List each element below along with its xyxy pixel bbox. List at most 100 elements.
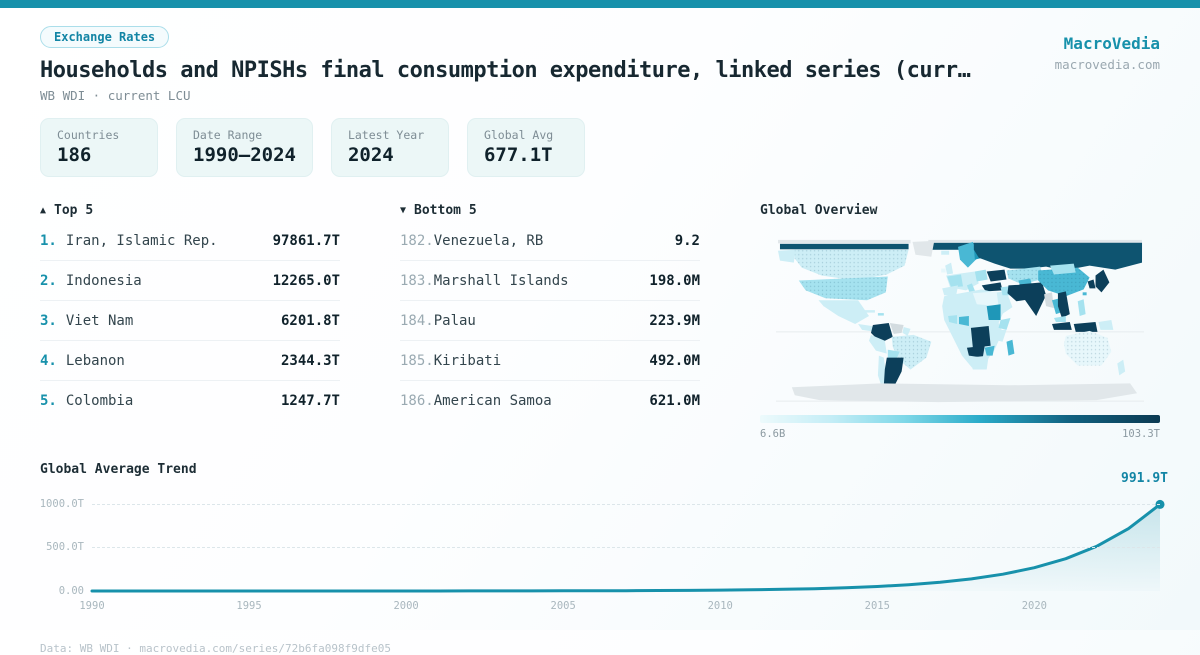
country-value: 2344.3T xyxy=(280,352,340,369)
country-name: Kiribati xyxy=(433,352,502,369)
trend-plot-area: 991.9T xyxy=(92,471,1168,591)
y-tick-label: 1000.0T xyxy=(39,497,84,510)
stat-value: 1990—2024 xyxy=(193,144,296,166)
top5-title: Top 5 xyxy=(54,203,94,218)
category-badge[interactable]: Exchange Rates xyxy=(40,26,170,48)
gridline xyxy=(92,503,1160,505)
page-subtitle: WB WDI · current LCU xyxy=(40,88,191,103)
country-name: Viet Nam xyxy=(65,312,134,329)
stat-card-global-avg: Global Avg 677.1T xyxy=(466,118,585,177)
triangle-down-icon: ▼ xyxy=(400,205,407,216)
top5-header: ▲ Top 5 xyxy=(40,203,340,218)
table-row: 5. Colombia 1247.7T xyxy=(40,381,340,421)
stat-label: Global Avg xyxy=(483,128,554,142)
table-row: 182. Venezuela, RB 9.2 xyxy=(400,221,700,261)
rank-number: 185. xyxy=(400,352,434,369)
rank-number: 5. xyxy=(40,393,57,409)
country-value: 1247.7T xyxy=(280,393,340,409)
y-tick-label: 0.00 xyxy=(58,585,84,597)
country-value: 198.0M xyxy=(649,272,700,289)
table-row: 186. American Samoa 621.0M xyxy=(400,381,700,421)
country-name: Indonesia xyxy=(65,272,142,289)
brand-block: MacroVedia macrovedia.com xyxy=(1055,26,1160,72)
country-value: 12265.0T xyxy=(272,272,340,289)
x-tick-label: 2010 xyxy=(707,600,733,612)
country-value: 492.0M xyxy=(649,352,700,369)
country-value: 6201.8T xyxy=(280,312,340,329)
country-value: 97861.7T xyxy=(272,232,340,249)
bottom5-title: Bottom 5 xyxy=(414,203,477,218)
table-row: 4. Lebanon 2344.3T xyxy=(40,341,340,381)
trend-line xyxy=(92,504,1160,591)
global-overview-panel: Global Overview xyxy=(760,203,1160,440)
stat-label: Date Range xyxy=(193,128,263,142)
country-name: American Samoa xyxy=(433,393,552,409)
x-tick-label: 2000 xyxy=(393,600,419,612)
country-value: 9.2 xyxy=(674,232,700,249)
top-accent-bar xyxy=(0,0,1200,8)
rank-number: 186. xyxy=(400,393,434,409)
x-axis-labels: 1990 1995 2000 2005 2010 2015 2020 xyxy=(79,600,1160,615)
stat-label: Latest Year xyxy=(347,128,425,142)
y-axis-labels: 0.00 500.0T 1000.0T xyxy=(39,491,92,597)
gridline xyxy=(92,547,1160,549)
legend-min: 6.6B xyxy=(760,428,786,440)
stat-value: 677.1T xyxy=(483,144,553,166)
trend-title: Global Average Trend xyxy=(40,462,197,477)
table-row: 183. Marshall Islands 198.0M xyxy=(400,261,700,301)
trend-panel: Global Average Trend 0.00 500.0T 1000.0T 9… xyxy=(39,462,1168,615)
rank-number: 2. xyxy=(40,272,57,289)
trend-area-fill xyxy=(92,504,1160,591)
table-row: 185. Kiribati 492.0M xyxy=(400,341,700,381)
brand-domain: macrovedia.com xyxy=(1054,57,1160,72)
country-value: 223.9M xyxy=(649,312,700,329)
country-name: Marshall Islands xyxy=(433,272,569,289)
x-tick-label: 2005 xyxy=(550,600,576,612)
rank-number: 3. xyxy=(40,312,57,329)
country-shapes xyxy=(777,239,1143,403)
rank-number: 183. xyxy=(400,272,434,289)
y-tick-label: 500.0T xyxy=(46,541,84,554)
trend-endpoint-dot xyxy=(1155,499,1165,509)
table-row: 1. Iran, Islamic Rep. 97861.7T xyxy=(40,221,340,261)
page-title: Households and NPISHs final consumption … xyxy=(40,58,971,83)
country-name: Iran, Islamic Rep. xyxy=(65,232,218,249)
header-left: Exchange Rates Households and NPISHs fin… xyxy=(40,26,971,103)
rank-number: 4. xyxy=(40,352,57,369)
header: Exchange Rates Households and NPISHs fin… xyxy=(40,26,1160,103)
trend-end-value-label: 991.9T xyxy=(1121,471,1168,486)
map-title: Global Overview xyxy=(760,203,878,218)
x-tick-label: 1990 xyxy=(79,600,105,612)
rank-number: 1. xyxy=(40,232,57,249)
rank-number: 182. xyxy=(400,232,434,249)
country-name: Lebanon xyxy=(65,352,125,369)
stat-card-latest-year: Latest Year 2024 xyxy=(330,118,449,177)
brand-name[interactable]: MacroVedia xyxy=(1063,34,1160,53)
stat-cards: Countries 186 Date Range 1990—2024 Lates… xyxy=(40,118,1160,177)
table-row: 2. Indonesia 12265.0T xyxy=(40,261,340,301)
x-tick-label: 1995 xyxy=(236,600,262,612)
footer-attribution: Data: WB WDI · macrovedia.com/series/72b… xyxy=(40,642,391,655)
choropleth-legend-labels: 6.6B 103.3T xyxy=(760,428,1160,440)
x-tick-label: 2015 xyxy=(864,600,890,612)
x-tick-label: 2020 xyxy=(1021,600,1047,612)
stat-value: 2024 xyxy=(347,144,394,166)
bottom5-panel: ▼ Bottom 5 182. Venezuela, RB 9.2 183. M… xyxy=(400,203,700,440)
rank-number: 184. xyxy=(400,312,434,329)
stat-card-date-range: Date Range 1990—2024 xyxy=(176,118,313,177)
stat-value: 186 xyxy=(57,144,92,166)
stat-label: Countries xyxy=(57,128,120,142)
table-row: 184. Palau 223.9M xyxy=(400,301,700,341)
top5-panel: ▲ Top 5 1. Iran, Islamic Rep. 97861.7T 2… xyxy=(40,203,340,440)
country-name: Venezuela, RB xyxy=(433,232,544,249)
stat-card-countries: Countries 186 xyxy=(40,118,158,177)
country-name: Colombia xyxy=(65,393,134,409)
world-choropleth-map xyxy=(776,239,1144,403)
bottom5-header: ▼ Bottom 5 xyxy=(400,203,700,218)
table-row: 3. Viet Nam 6201.8T xyxy=(40,301,340,341)
triangle-up-icon: ▲ xyxy=(40,205,47,216)
country-value: 621.0M xyxy=(649,393,700,409)
trend-line-chart xyxy=(92,499,1165,591)
legend-max: 103.3T xyxy=(1122,428,1160,440)
country-name: Palau xyxy=(433,312,476,329)
